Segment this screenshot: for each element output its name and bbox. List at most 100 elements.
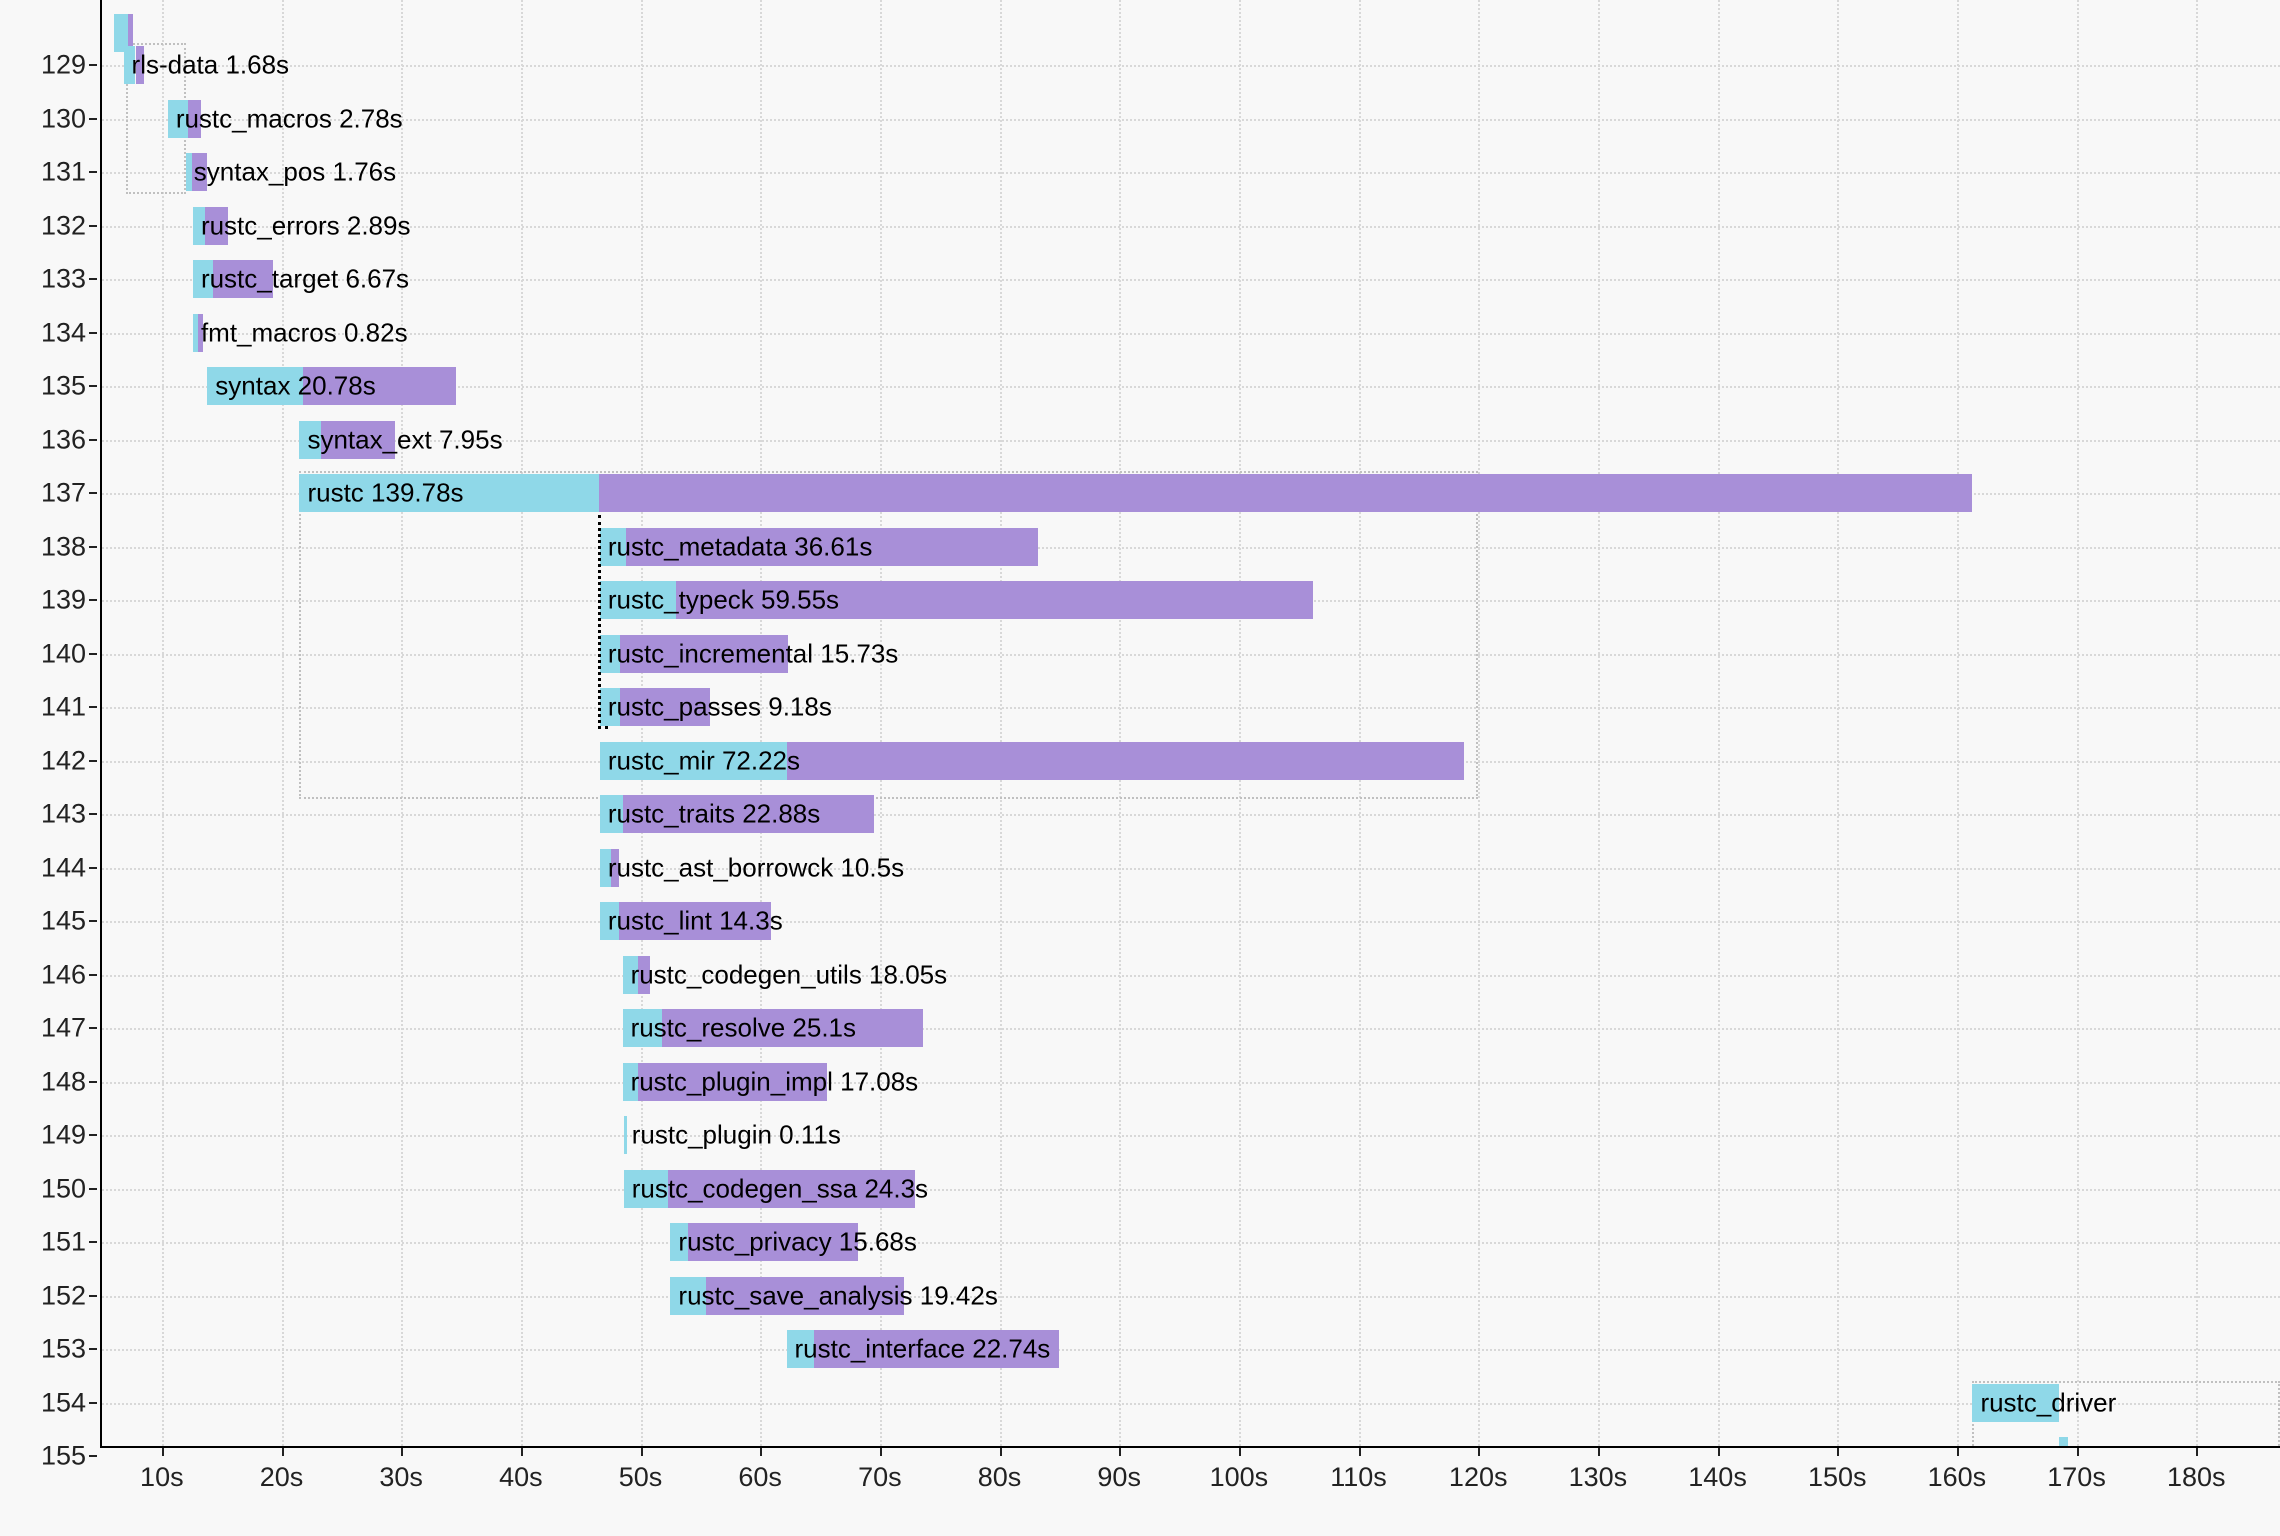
x-axis-label: 70s (858, 1462, 902, 1493)
y-tick (89, 760, 97, 762)
bar-label: rustc_driver (1974, 1387, 2116, 1418)
y-axis-label: 130 (41, 103, 86, 134)
timeline-bar[interactable]: rustc_metadata 36.61s (102, 525, 2280, 569)
y-tick (89, 813, 97, 815)
bar-label: rustc 139.78s (301, 478, 463, 509)
bar-label: rustc_resolve 25.1s (625, 1013, 856, 1044)
timeline-bar[interactable]: rustc_codegen_utils 18.05s (102, 953, 2280, 997)
bar-label: rustc_incremental 15.73s (602, 638, 898, 669)
y-tick (89, 546, 97, 548)
x-tick (1359, 1448, 1361, 1456)
x-tick (2077, 1448, 2079, 1456)
x-axis-label: 40s (499, 1462, 543, 1493)
timeline-bar[interactable]: rustc_passes 9.18s (102, 685, 2280, 729)
timeline-bar[interactable]: fmt_macros 0.82s (102, 311, 2280, 355)
timeline-bar[interactable]: rustc 139.78s (102, 471, 2280, 515)
x-axis-label: 180s (2167, 1462, 2226, 1493)
y-axis-label: 149 (41, 1120, 86, 1151)
y-axis-label: 152 (41, 1280, 86, 1311)
bar-label: rustc_traits 22.88s (602, 799, 820, 830)
bar-label: syntax_pos 1.76s (188, 157, 396, 188)
x-axis-label: 120s (1449, 1462, 1508, 1493)
y-tick (89, 1188, 97, 1190)
y-tick (89, 118, 97, 120)
x-axis-label: 50s (619, 1462, 663, 1493)
gantt-chart: 1291301311321331341351361371381391401411… (0, 0, 2280, 1536)
bar-label: rustc_privacy 15.68s (672, 1227, 916, 1258)
timeline-bar[interactable]: rustc_traits 22.88s (102, 792, 2280, 836)
y-tick (89, 1134, 97, 1136)
timeline-bar[interactable]: rustc_lint 14.3s (102, 899, 2280, 943)
y-tick (89, 653, 97, 655)
x-tick (521, 1448, 523, 1456)
x-tick (162, 1448, 164, 1456)
timeline-bar[interactable]: syntax_ext 7.95s (102, 418, 2280, 462)
y-tick (89, 225, 97, 227)
timeline-bar[interactable]: syntax_pos 1.76s (102, 150, 2280, 194)
y-tick (89, 332, 97, 334)
timeline-bar[interactable]: rustc_typeck 59.55s (102, 578, 2280, 622)
timeline-bar[interactable]: rustc (102, 1434, 2280, 1446)
y-axis-label: 145 (41, 906, 86, 937)
y-tick (89, 385, 97, 387)
x-tick (401, 1448, 403, 1456)
bar-label: rustc_macros 2.78s (170, 103, 403, 134)
y-tick (89, 1081, 97, 1083)
x-axis-label: 30s (379, 1462, 423, 1493)
bar-label: rustc_codegen_ssa 24.3s (626, 1173, 928, 1204)
y-axis-label: 140 (41, 638, 86, 669)
y-tick (89, 974, 97, 976)
bar-label: rustc_save_analysis 19.42s (672, 1280, 997, 1311)
x-tick (282, 1448, 284, 1456)
x-axis-label: 110s (1330, 1462, 1387, 1493)
x-tick (1957, 1448, 1959, 1456)
y-tick (89, 599, 97, 601)
y-axis-label: 147 (41, 1013, 86, 1044)
x-tick (1000, 1448, 1002, 1456)
timeline-bar[interactable]: rustc_mir 72.22s (102, 739, 2280, 783)
bar-label: rustc_plugin 0.11s (626, 1120, 841, 1151)
bar-label: rustc_lint 14.3s (602, 906, 783, 937)
y-axis-label: 136 (41, 424, 86, 455)
timeline-bar[interactable]: rustc_target 6.67s (102, 257, 2280, 301)
y-tick (89, 706, 97, 708)
timeline-bar[interactable]: syntax 20.78s (102, 364, 2280, 408)
timeline-bar[interactable]: rustc_save_analysis 19.42s (102, 1274, 2280, 1318)
timeline-bar[interactable]: rustc_codegen_ssa 24.3s (102, 1167, 2280, 1211)
y-tick (89, 492, 97, 494)
timeline-bar[interactable]: rustc_interface 22.74s (102, 1327, 2280, 1371)
bar-label: syntax_ext 7.95s (301, 424, 502, 455)
bar-label: rustc_interface 22.74s (789, 1334, 1051, 1365)
x-tick (2196, 1448, 2198, 1456)
timeline-bar[interactable]: rustc_resolve 25.1s (102, 1006, 2280, 1050)
timeline-bar[interactable]: rustc_plugin 0.11s (102, 1113, 2280, 1157)
bar-segment-phase2 (599, 474, 1973, 512)
timeline-bar[interactable]: rustc_privacy 15.68s (102, 1220, 2280, 1264)
timeline-bar[interactable]: rustc_plugin_impl 17.08s (102, 1060, 2280, 1104)
bar-label: rls-data 1.68s (126, 50, 290, 81)
y-axis-label: 151 (41, 1227, 86, 1258)
y-axis-label: 135 (41, 371, 86, 402)
y-axis-label: 137 (41, 478, 86, 509)
x-axis-label: 80s (978, 1462, 1022, 1493)
y-axis: 1291301311321331341351361371381391401411… (0, 0, 100, 1536)
bar-segment-phase2 (787, 742, 1464, 780)
y-axis-label: 129 (41, 50, 86, 81)
x-tick (1478, 1448, 1480, 1456)
y-tick (89, 1027, 97, 1029)
x-tick (880, 1448, 882, 1456)
timeline-bar[interactable]: rustc_ast_borrowck 10.5s (102, 846, 2280, 890)
x-axis-label: 140s (1688, 1462, 1747, 1493)
timeline-bar[interactable]: rls-data 1.68s (102, 43, 2280, 87)
timeline-bar[interactable]: rustc_errors 2.89s (102, 204, 2280, 248)
x-axis-label: 90s (1097, 1462, 1141, 1493)
y-axis-label: 150 (41, 1173, 86, 1204)
bar-label: rustc_errors 2.89s (195, 210, 411, 241)
timeline-bar[interactable]: rustc_macros 2.78s (102, 97, 2280, 141)
y-tick (89, 64, 97, 66)
timeline-bar[interactable]: rustc_incremental 15.73s (102, 632, 2280, 676)
x-axis-label: 60s (738, 1462, 782, 1493)
timeline-bar[interactable]: rustc_driver (102, 1381, 2280, 1425)
plot-area[interactable]: rls-data 1.68s rustc_macros 2.78s syntax_p… (102, 0, 2280, 1446)
y-tick (89, 1348, 97, 1350)
